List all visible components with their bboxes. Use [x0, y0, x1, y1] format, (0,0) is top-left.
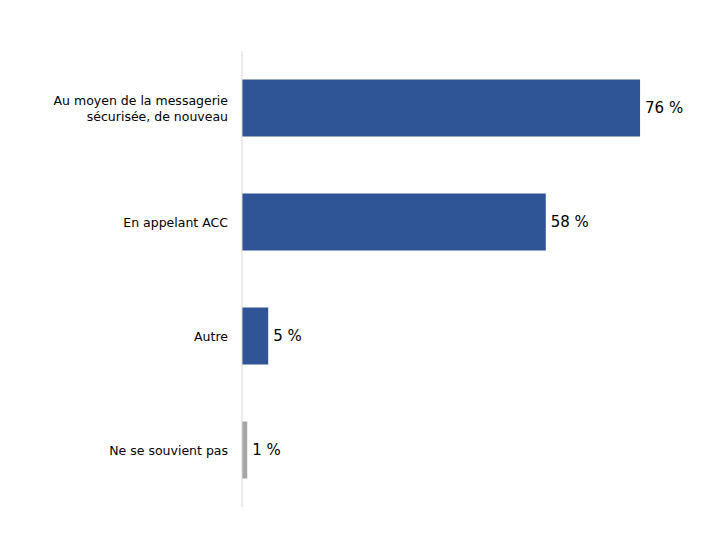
category-label: En appelant ACC: [123, 215, 228, 230]
data-label: 58 %: [551, 213, 589, 231]
data-label: 1 %: [252, 441, 281, 459]
bar: [242, 80, 640, 137]
category-label: Ne se souvient pas: [109, 443, 228, 458]
bar: [242, 422, 247, 479]
category-label: Au moyen de la messageriesécurisée, de n…: [54, 93, 229, 124]
bars: [242, 80, 640, 479]
bar: [242, 194, 546, 251]
category-label: Autre: [194, 329, 228, 344]
data-label: 5 %: [273, 327, 302, 345]
category-axis: [242, 51, 243, 507]
chart: 76 % Au moyen de la messageriesécurisée, …: [0, 0, 720, 540]
bar: [242, 308, 268, 365]
data-label: 76 %: [645, 99, 683, 117]
